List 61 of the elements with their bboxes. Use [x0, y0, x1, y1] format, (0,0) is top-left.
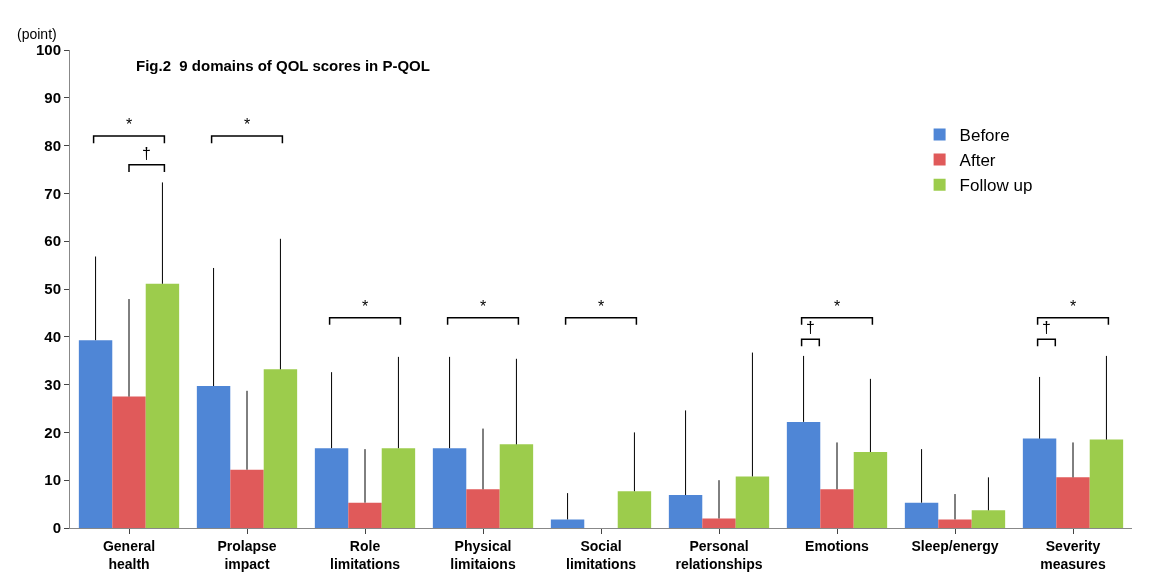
bar — [971, 510, 1006, 528]
bar — [78, 340, 113, 528]
bar — [230, 469, 264, 528]
annotation: * — [598, 298, 605, 315]
x-tick-label: Sleep/energy — [911, 537, 999, 554]
annotation: * — [480, 298, 487, 315]
annotation: * — [834, 298, 841, 315]
y-tick-label: 70 — [44, 184, 61, 202]
bar — [1089, 439, 1124, 528]
bar — [853, 452, 888, 528]
y-tick-label: 90 — [44, 89, 61, 107]
x-tick-label: Emotions — [805, 537, 870, 554]
y-tick-label: 50 — [44, 280, 61, 298]
bar — [735, 476, 770, 528]
bar — [550, 519, 585, 528]
x-tick-label: General health — [102, 537, 156, 572]
bar — [938, 519, 972, 528]
bar — [145, 283, 180, 528]
bar — [381, 448, 416, 528]
x-tick-label: Social limitations — [565, 537, 637, 572]
annotation: * — [244, 116, 251, 133]
annotation: † — [142, 145, 151, 162]
bar — [263, 369, 298, 528]
bar — [1022, 438, 1057, 528]
bar — [786, 421, 821, 528]
annotation: * — [1070, 298, 1077, 315]
bar — [617, 491, 652, 528]
bar — [1056, 477, 1090, 528]
x-tick-label: Severity measures — [1040, 537, 1106, 572]
y-tick-label: 60 — [44, 232, 61, 250]
annotation: * — [362, 298, 369, 315]
y-tick-label: 80 — [44, 136, 61, 154]
y-tick-label: 0 — [52, 519, 61, 537]
x-tick-label: Personal relationships — [675, 537, 763, 572]
bar — [196, 386, 231, 528]
bar — [348, 502, 382, 528]
legend-label: Before — [959, 126, 1010, 146]
y-tick-label: 40 — [44, 328, 61, 346]
y-axis-title: (point) — [17, 26, 57, 42]
legend-label: Follow up — [959, 176, 1033, 196]
y-tick-label: 20 — [44, 423, 61, 441]
legend-label: After — [959, 151, 996, 171]
annotation: † — [1042, 319, 1051, 336]
bar — [466, 489, 500, 528]
x-tick-label: Prolapse impact — [217, 537, 277, 572]
bar — [499, 444, 534, 528]
x-tick-label: Role limitations — [329, 537, 401, 572]
bar — [668, 495, 703, 528]
bar — [432, 448, 467, 528]
bar — [112, 396, 146, 528]
y-tick-label: 10 — [44, 471, 61, 489]
bar — [314, 448, 349, 528]
x-tick-label: Physical limitaions — [450, 537, 516, 572]
annotation: † — [806, 319, 815, 336]
y-tick-label: 100 — [35, 41, 61, 59]
text: Fig.2 9 domains of QOL scores in P-QOL — [136, 57, 430, 74]
y-tick-label: 30 — [44, 375, 61, 393]
bar — [702, 518, 736, 528]
bar — [820, 489, 854, 528]
bar — [904, 502, 939, 528]
annotation: * — [126, 116, 133, 133]
